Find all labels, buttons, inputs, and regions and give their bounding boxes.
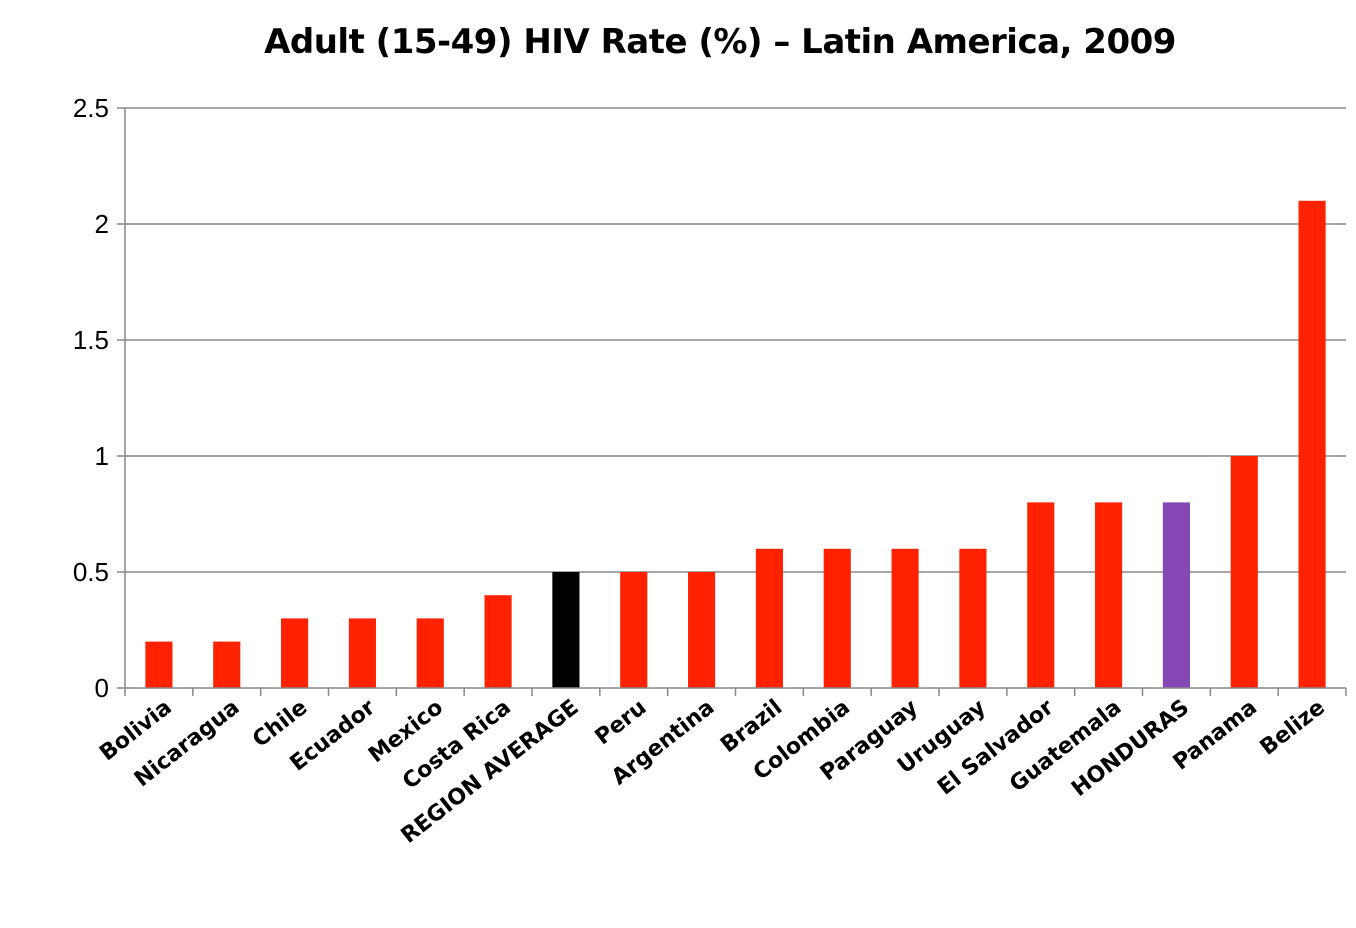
y-tick-label: 2.5 xyxy=(73,93,109,123)
bar-el-salvador xyxy=(1027,502,1055,688)
bar-honduras xyxy=(1162,502,1190,688)
y-tick-label: 1.5 xyxy=(73,325,109,355)
x-tick-label: HONDURAS xyxy=(1067,695,1194,802)
bar-bolivia xyxy=(145,641,173,688)
bar-costa-rica xyxy=(484,595,512,688)
bar-belize xyxy=(1298,200,1326,689)
y-tick-labels: 0 0.5 1 1.5 2 2.5 xyxy=(73,93,109,703)
axes xyxy=(117,107,1347,696)
bar-chile xyxy=(281,618,309,688)
bar-ecuador xyxy=(348,618,376,688)
y-tick-label: 2 xyxy=(95,209,109,239)
x-tick-label: El Salvador xyxy=(933,695,1058,801)
bar-region-average xyxy=(552,572,580,688)
x-tick-label: Belize xyxy=(1256,695,1330,761)
y-tick-label: 1 xyxy=(95,441,109,471)
bar-nicaragua xyxy=(213,641,241,688)
gridlines xyxy=(125,107,1346,573)
bar-panama xyxy=(1230,456,1258,688)
bars xyxy=(145,200,1326,689)
bar-colombia xyxy=(823,548,851,688)
bar-peru xyxy=(620,572,648,688)
bar-guatemala xyxy=(1095,502,1123,688)
bar-brazil xyxy=(755,548,783,688)
bar-mexico xyxy=(416,618,444,688)
y-tick-label: 0 xyxy=(95,673,109,703)
y-tick-label: 0.5 xyxy=(73,557,109,587)
bar-uruguay xyxy=(959,548,987,688)
bar-argentina xyxy=(688,572,716,688)
chart-title: Adult (15-49) HIV Rate (%) – Latin Ameri… xyxy=(264,22,1176,62)
bar-paraguay xyxy=(891,548,919,688)
